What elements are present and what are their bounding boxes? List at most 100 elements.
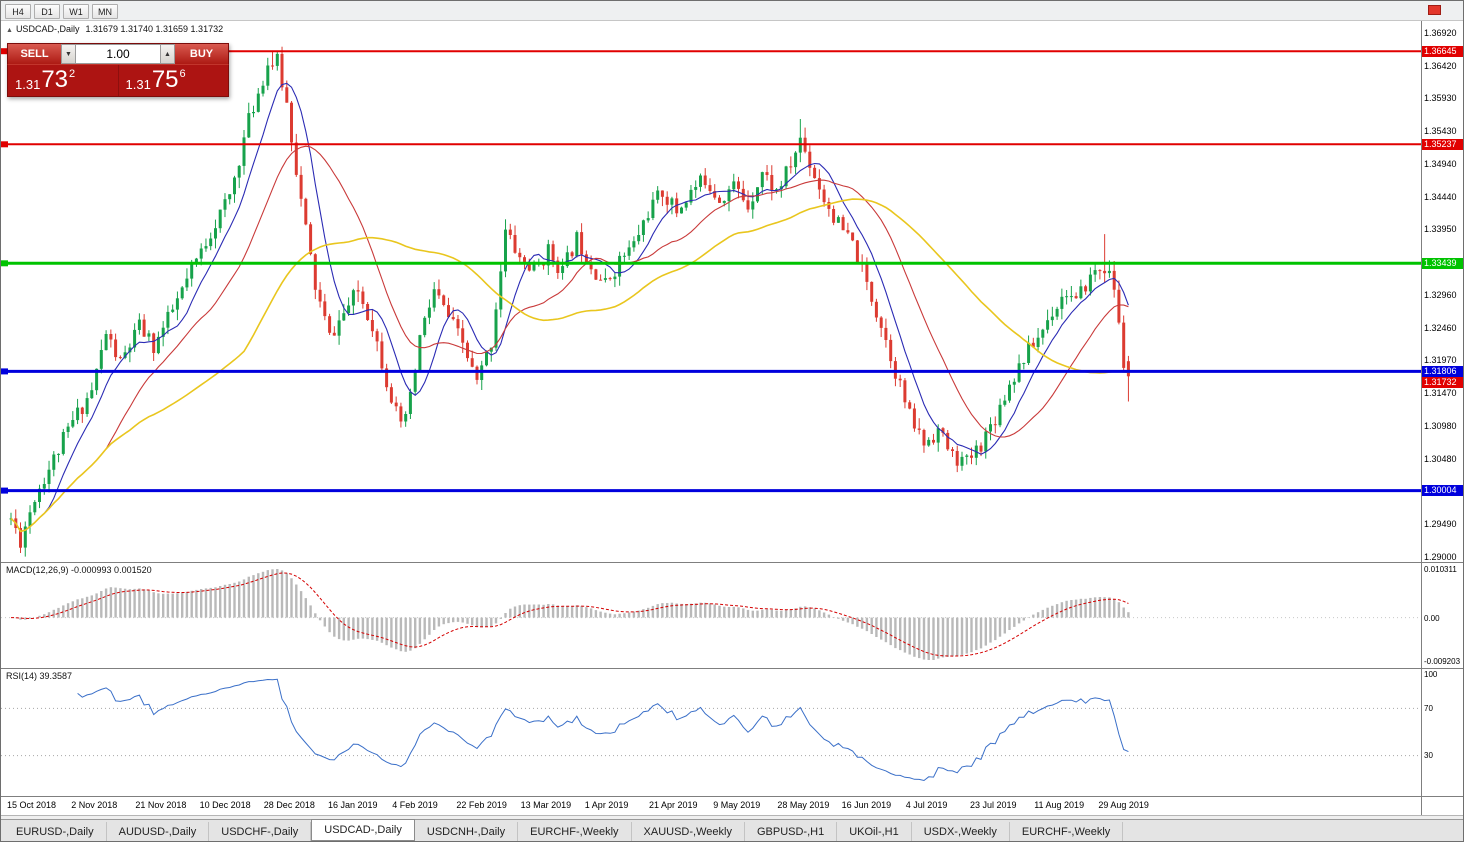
rsi-indicator-panel: RSI(14) 39.3587 100 70 30 [1, 669, 1463, 797]
statusbar-gap [1, 815, 1463, 819]
bid-ask-display: 1.31 73 2 1.31 75 6 [7, 64, 229, 97]
chart-tab-usdchf-daily[interactable]: USDCHF-,Daily [209, 822, 312, 841]
date-label: 11 Aug 2019 [1034, 800, 1085, 810]
chart-symbol-label: USDCAD-,Daily [15, 24, 80, 34]
rsi-label: RSI(14) 39.3587 [6, 671, 73, 681]
chart-tab-gbpusd-h1[interactable]: GBPUSD-,H1 [745, 822, 838, 841]
chart-tab-usdx-weekly[interactable]: USDX-,Weekly [912, 822, 1010, 841]
price-tick: 1.29000 [1424, 551, 1457, 562]
chart-tab-eurchf-weekly[interactable]: EURCHF-,Weekly [518, 822, 632, 841]
macd-axis: 0.010311 0.00 -0.009203 [1421, 563, 1463, 668]
ma-line-50 [10, 198, 1129, 533]
price-tick: 1.34940 [1424, 158, 1457, 169]
hline-price-label: 1.36645 [1422, 45, 1463, 57]
macd-histogram [14, 569, 1130, 660]
price-tick: 1.30980 [1424, 420, 1457, 431]
ma-line-21 [10, 145, 1129, 533]
ask-price-point: 6 [179, 68, 186, 80]
hline-edge-marker [1, 368, 8, 375]
price-tick: 1.35430 [1424, 126, 1457, 137]
price-tick: 1.36420 [1424, 60, 1457, 71]
timeframe-button-d1[interactable]: D1 [34, 4, 60, 19]
alert-indicator-icon[interactable] [1428, 5, 1441, 15]
bid-price: 1.31 73 2 [8, 65, 118, 96]
one-click-trading-panel: SELL ▼ ▲ BUY 1.31 73 2 1.31 75 6 [7, 43, 229, 97]
price-tick: 1.30480 [1424, 453, 1457, 464]
chart-tab-audusd-daily[interactable]: AUDUSD-,Daily [107, 822, 210, 841]
price-tick: 1.36920 [1424, 27, 1457, 38]
rsi-axis-label: 70 [1424, 703, 1433, 713]
bid-price-pips: 73 [41, 66, 69, 93]
date-label: 15 Oct 2018 [7, 800, 57, 810]
hline-price-label: 1.33439 [1422, 257, 1463, 269]
candlestick-series [9, 46, 1130, 557]
timeframe-button-group: H4 D1 W1 MN [5, 2, 121, 20]
date-label: 28 Dec 2018 [263, 800, 315, 810]
macd-axis-label: 0.00 [1424, 613, 1440, 623]
date-label: 2 Nov 2018 [71, 800, 118, 810]
chart-tab-xauusd-weekly[interactable]: XAUUSD-,Weekly [632, 822, 745, 841]
price-tick: 1.31470 [1424, 388, 1457, 399]
timeframe-toolbar: H4 D1 W1 MN [1, 1, 1463, 21]
bid-price-base: 1.31 [15, 77, 41, 92]
price-tick: 1.34440 [1424, 191, 1457, 202]
chart-tab-eurusd-daily[interactable]: EURUSD-,Daily [4, 822, 107, 841]
sell-button[interactable]: SELL [8, 44, 61, 64]
price-axis: 1.36920 1.36420 1.35930 1.35430 1.34940 1.344… [1421, 21, 1463, 562]
macd-axis-label: 0.010311 [1424, 565, 1457, 574]
price-tick: 1.31970 [1424, 355, 1457, 365]
hline-edge-marker [1, 260, 8, 267]
date-label: 21 Apr 2019 [649, 800, 698, 810]
chart-ohlc-values: 1.31679 1.31740 1.31659 1.31732 [85, 24, 224, 34]
date-label: 29 Aug 2019 [1098, 800, 1149, 810]
price-tick: 1.33950 [1424, 224, 1457, 234]
collapse-icon: ▲ [6, 27, 13, 34]
ask-price-base: 1.31 [125, 77, 151, 92]
ask-price: 1.31 75 6 [117, 65, 229, 96]
date-label: 4 Feb 2019 [392, 800, 438, 810]
date-axis: 15 Oct 2018 2 Nov 2018 21 Nov 2018 10 Dec 2… [1, 797, 1463, 815]
price-chart-panel: ▲ USDCAD-,Daily 1.31679 1.31740 1.31659 1.… [1, 21, 1463, 563]
date-label: 16 Jun 2019 [841, 800, 892, 810]
date-label: 10 Dec 2018 [199, 800, 251, 810]
date-label: 21 Nov 2018 [135, 800, 187, 810]
date-label: 13 Mar 2019 [520, 800, 572, 810]
trade-controls-row: SELL ▼ ▲ BUY [7, 43, 229, 64]
chart-tab-bar: EURUSD-,Daily AUDUSD-,Daily USDCHF-,Daily U… [1, 819, 1463, 841]
macd-canvas [1, 569, 1423, 660]
volume-decrease-icon[interactable]: ▼ [61, 44, 76, 64]
chart-title: ▲ USDCAD-,Daily 1.31679 1.31740 1.31659 1.… [6, 24, 223, 34]
price-chart-canvas [1, 46, 1423, 557]
date-label: 23 Jul 2019 [970, 800, 1017, 810]
date-label: 1 Apr 2019 [584, 800, 629, 810]
buy-button[interactable]: BUY [175, 44, 228, 64]
date-label: 4 Jul 2019 [905, 800, 948, 810]
price-tick: 1.32960 [1424, 289, 1457, 300]
rsi-axis-label: 30 [1424, 751, 1433, 761]
ma-line-8 [10, 82, 1129, 533]
rsi-axis-label: 100 [1424, 670, 1438, 679]
timeframe-button-mn[interactable]: MN [92, 4, 118, 19]
chart-tab-eurchf-weekly[interactable]: EURCHF-,Weekly [1010, 822, 1124, 841]
date-label: 28 May 2019 [777, 800, 830, 810]
date-label: 9 May 2019 [713, 800, 761, 810]
macd-signal-line [10, 572, 1129, 657]
price-tick: 1.29490 [1424, 519, 1457, 530]
chart-tab-ukoil-h1[interactable]: UKOil-,H1 [837, 822, 912, 841]
price-tick: 1.32460 [1424, 322, 1457, 333]
macd-axis-label: -0.009203 [1424, 657, 1461, 666]
bid-price-point: 2 [69, 68, 76, 80]
chart-tab-usdcnh-daily[interactable]: USDCNH-,Daily [415, 822, 519, 841]
volume-increase-icon[interactable]: ▲ [160, 44, 175, 64]
timeframe-button-h4[interactable]: H4 [5, 4, 31, 19]
hline-price-label: 1.31806 [1422, 365, 1463, 377]
volume-input[interactable] [76, 44, 160, 64]
chart-tab-usdcad-daily[interactable]: USDCAD-,Daily [311, 819, 415, 841]
macd-indicator-panel: MACD(12,26,9) -0.000993 0.001520 0.01031… [1, 563, 1463, 669]
price-tick: 1.35930 [1424, 93, 1457, 103]
hline-edge-marker [1, 48, 8, 55]
rsi-line [77, 678, 1129, 782]
date-axis-corner [1421, 797, 1463, 815]
timeframe-button-w1[interactable]: W1 [63, 4, 89, 19]
